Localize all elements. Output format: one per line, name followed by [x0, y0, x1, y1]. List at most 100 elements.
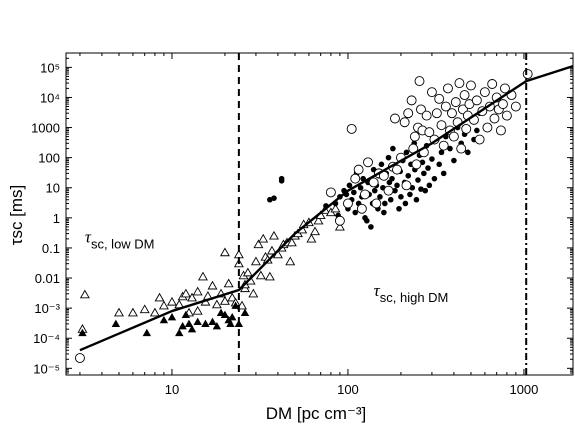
data-point-open-circle: [346, 123, 357, 134]
fit-line: [79, 64, 574, 352]
data-point-open-triangle: [250, 256, 261, 266]
data-point-filled-circle: [405, 172, 412, 179]
data-point-open-circle: [334, 215, 345, 226]
data-point-filled-circle: [392, 187, 398, 194]
data-point-filled-circle: [402, 200, 409, 207]
data-point-open-triangle: [187, 292, 197, 302]
data-point-open-triangle: [139, 304, 150, 314]
data-point-open-triangle: [255, 270, 266, 280]
data-point-open-circle: [454, 78, 465, 89]
data-point-open-circle: [522, 69, 533, 79]
data-point-filled-triangle: [175, 328, 184, 337]
data-point-open-circle: [447, 108, 457, 119]
data-point-open-circle: [403, 108, 414, 119]
data-point-filled-triangle: [187, 324, 197, 333]
data-point-open-triangle: [114, 307, 124, 317]
data-point-open-circle: [448, 131, 459, 142]
data-point-filled-triangle: [111, 319, 121, 328]
data-point-filled-triangle: [184, 319, 194, 328]
data-point-open-circle: [411, 159, 422, 170]
data-point-filled-circle: [394, 182, 400, 189]
data-point-open-triangle: [237, 300, 247, 310]
data-point-filled-triangle: [181, 310, 191, 318]
data-point-open-triangle: [79, 289, 90, 299]
data-point-filled-circle: [382, 200, 388, 207]
data-point-filled-circle: [346, 182, 353, 189]
data-point-open-triangle: [334, 221, 345, 231]
data-point-filled-triangle: [226, 319, 235, 328]
data-point-filled-circle: [436, 161, 443, 168]
data-point-open-triangle: [158, 300, 169, 310]
y-tick-label: 10⁻³: [34, 301, 60, 316]
data-point-open-circle: [342, 198, 353, 209]
data-point-filled-triangle: [78, 328, 87, 337]
data-point-filled-triangle: [212, 322, 222, 330]
data-point-open-circle: [360, 189, 370, 200]
data-point-open-circle: [426, 87, 437, 98]
y-tick-label: 0.01: [35, 271, 60, 286]
data-point-filled-triangle: [193, 317, 202, 326]
data-point-filled-triangle: [228, 312, 237, 321]
data-point-filled-circle: [378, 161, 385, 168]
data-point-filled-circle: [407, 191, 413, 198]
y-tick-label: 10⁻⁵: [33, 361, 60, 376]
data-point-open-circle: [434, 93, 445, 104]
data-point-open-circle: [489, 113, 500, 124]
data-point-filled-circle: [389, 175, 395, 182]
x-tick-label: 1000: [509, 382, 538, 397]
data-point-open-circle: [406, 95, 417, 106]
data-point-filled-triangle: [201, 319, 210, 328]
y-tick-label: 10⁵: [40, 60, 60, 75]
axes-layer: 10 100 1000 10⁵ 10⁴ 1000 100 10 1 0.1 0.01 10⁻³ 10⁻⁴…: [31, 52, 574, 397]
data-point-filled-circle: [352, 209, 359, 216]
data-point-open-circle: [471, 95, 482, 106]
data-point-filled-circle: [357, 184, 364, 191]
data-point-open-circle: [438, 140, 449, 151]
x-tick-label: 100: [337, 382, 359, 397]
data-point-filled-circle: [474, 127, 480, 134]
x-tick-label: 10: [165, 382, 179, 397]
data-point-filled-circle: [385, 154, 392, 161]
data-point-open-circle: [501, 110, 512, 121]
data-point-open-triangle: [266, 245, 277, 255]
data-point-filled-circle: [364, 217, 370, 224]
data-point-open-circle: [401, 180, 412, 191]
data-point-open-triangle: [253, 239, 264, 249]
data-point-filled-circle: [438, 149, 445, 156]
y-tick-label: 10⁴: [40, 90, 60, 105]
series-layer: [74, 69, 533, 363]
data-point-open-triangle: [242, 267, 253, 277]
data-point-open-circle: [456, 143, 467, 154]
data-point-filled-circle: [451, 157, 457, 164]
data-point-open-circle: [350, 173, 361, 184]
data-point-filled-circle: [426, 182, 433, 189]
data-point-open-triangle: [192, 286, 203, 296]
data-point-filled-circle: [418, 186, 424, 192]
vline-layer: [237, 53, 528, 375]
data-point-open-triangle: [180, 288, 191, 298]
data-point-filled-circle: [415, 177, 421, 183]
data-point-open-circle: [482, 122, 493, 133]
data-point-open-circle: [440, 101, 451, 112]
data-point-filled-circle: [431, 175, 438, 182]
data-point-open-circle: [368, 177, 379, 188]
data-point-open-triangle: [269, 230, 279, 240]
data-point-filled-triangle: [178, 322, 187, 330]
data-point-open-circle: [356, 203, 367, 214]
data-point-filled-circle: [390, 145, 396, 152]
data-point-filled-circle: [447, 145, 453, 152]
data-point-open-triangle: [223, 278, 234, 288]
data-point-open-triangle: [219, 247, 230, 257]
data-point-open-circle: [466, 80, 476, 91]
data-point-filled-circle: [368, 224, 374, 230]
data-point-open-circle: [459, 90, 470, 101]
data-point-filled-circle: [381, 209, 387, 216]
data-point-filled-circle: [440, 170, 447, 177]
data-point-filled-circle: [422, 187, 429, 194]
data-point-open-circle: [424, 127, 435, 138]
annotation-layer: τsc, low DM τsc, high DM: [85, 228, 449, 306]
data-point-open-triangle: [192, 305, 203, 315]
series-open-triangle: [77, 203, 345, 333]
data-point-filled-circle: [387, 196, 394, 203]
data-point-open-triangle: [219, 296, 230, 305]
